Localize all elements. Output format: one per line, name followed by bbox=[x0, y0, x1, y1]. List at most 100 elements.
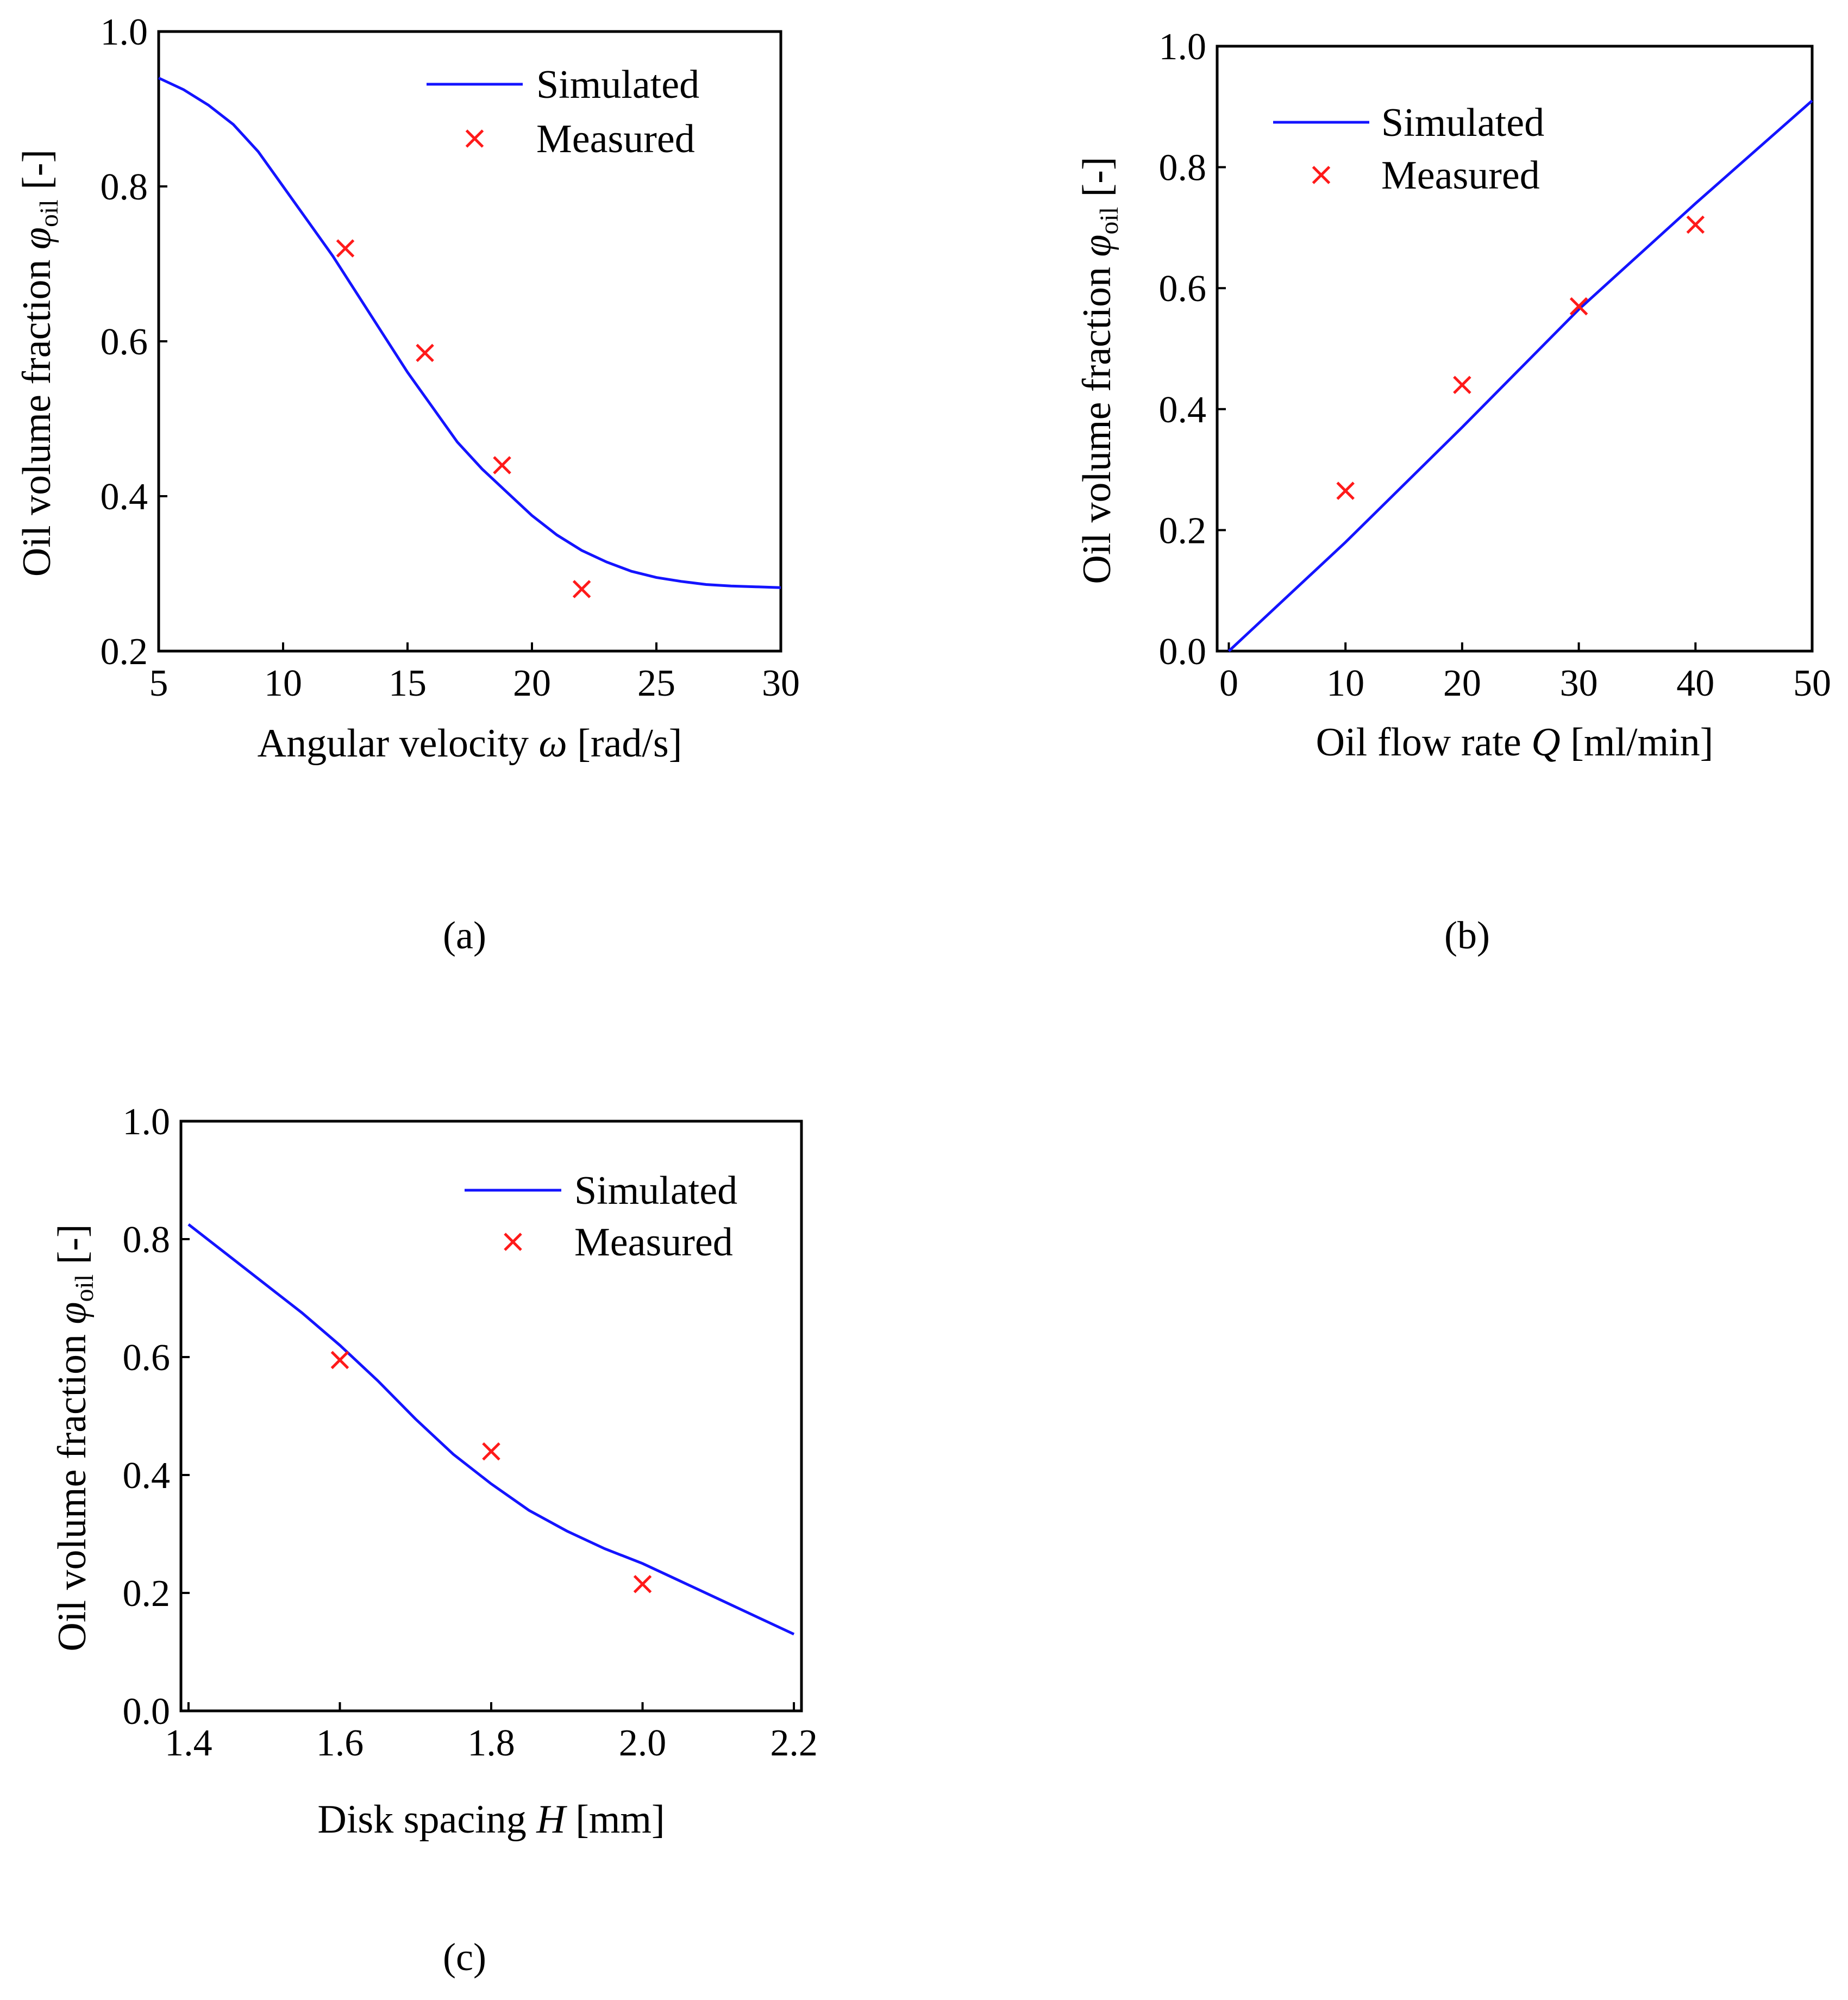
measured-point-stroke-2 bbox=[633, 1574, 652, 1593]
measured-point-stroke-2 bbox=[1686, 215, 1705, 234]
measured-point bbox=[1569, 297, 1588, 316]
y-tick-label: 0.0 bbox=[1159, 631, 1207, 673]
simulated-line bbox=[158, 77, 781, 589]
x-tick-label: 10 bbox=[264, 662, 302, 704]
measured-point bbox=[1453, 376, 1471, 395]
panel-caption: (a) bbox=[443, 914, 486, 957]
measured-point-stroke-2 bbox=[493, 456, 511, 474]
measured-point-stroke-2 bbox=[416, 343, 434, 362]
x-tick-label: 30 bbox=[1560, 662, 1598, 704]
y-tick-label: 1.0 bbox=[1159, 26, 1207, 68]
x-tick-label: 10 bbox=[1326, 662, 1364, 704]
x-tick-label: 40 bbox=[1676, 662, 1714, 704]
legend-simulated-label: Simulated bbox=[1381, 101, 1544, 145]
y-axis-title-subscript: oil bbox=[1095, 207, 1124, 235]
y-tick-label: 0.6 bbox=[1159, 268, 1207, 310]
y-axis-title-variable: φ bbox=[1075, 235, 1119, 257]
measured-point bbox=[1336, 482, 1355, 500]
simulated-line bbox=[187, 1223, 795, 1636]
measured-point-stroke-2 bbox=[1336, 482, 1355, 500]
legend: Simulated Measured bbox=[465, 1168, 737, 1265]
y-axis-title: Oil volume fraction φoil [-] bbox=[50, 1224, 99, 1651]
y-tick-label: 0.8 bbox=[1159, 147, 1207, 189]
legend-simulated-label: Simulated bbox=[574, 1168, 737, 1213]
y-tick-label: 0.6 bbox=[101, 321, 148, 363]
y-axis-title-subscript: oil bbox=[70, 1274, 99, 1302]
measured-point bbox=[416, 343, 434, 362]
legend: Simulated Measured bbox=[427, 62, 699, 161]
x-axis-title: Disk spacing H [mm] bbox=[317, 1797, 665, 1842]
y-tick-label: 0.8 bbox=[101, 166, 148, 208]
x-tick-label: 5 bbox=[149, 662, 168, 704]
measured-point bbox=[482, 1442, 500, 1461]
x-tick-label: 1.8 bbox=[467, 1722, 515, 1764]
y-tick-label: 0.2 bbox=[123, 1573, 171, 1615]
panel-caption: (c) bbox=[443, 1935, 486, 1979]
measured-point bbox=[1686, 215, 1705, 234]
y-axis-title-unit: [-] bbox=[15, 149, 59, 199]
x-tick-label: 2.2 bbox=[770, 1722, 818, 1764]
y-axis-title-text: Oil volume fraction bbox=[1075, 257, 1119, 584]
x-tick-label: 0 bbox=[1219, 662, 1238, 704]
y-axis-title-unit: [-] bbox=[1075, 157, 1119, 207]
simulated-line bbox=[1227, 99, 1813, 652]
x-axis-title-variable: ω bbox=[538, 721, 567, 766]
y-tick-label: 0.0 bbox=[123, 1691, 171, 1733]
x-axis-title-variable: Q bbox=[1531, 720, 1560, 765]
measured-point bbox=[633, 1574, 652, 1593]
chart-b: 0 10 20 30 40 50 0.0 0.2 0.4 0.6 0.8 1.0 Oil flow ra… bbox=[1075, 26, 1831, 957]
measured-point-stroke-2 bbox=[336, 239, 355, 258]
x-tick-label: 25 bbox=[637, 662, 675, 704]
legend-simulated-label: Simulated bbox=[536, 62, 699, 107]
x-axis-title-variable: H bbox=[536, 1797, 567, 1842]
x-axis-title: Oil flow rate Q [ml/min] bbox=[1316, 720, 1714, 765]
x-tick-label: 30 bbox=[762, 662, 800, 704]
y-axis-title: Oil volume fraction φoil [-] bbox=[1075, 157, 1124, 584]
y-tick-label: 1.0 bbox=[101, 11, 148, 53]
y-tick-label: 0.4 bbox=[101, 476, 148, 518]
legend-measured-label: Measured bbox=[1381, 153, 1540, 198]
x-tick-label: 20 bbox=[513, 662, 551, 704]
legend-measured-swatch-stroke-2 bbox=[465, 129, 484, 148]
y-axis-title: Oil volume fraction φoil [-] bbox=[15, 149, 64, 577]
x-axis-title-text: Oil flow rate bbox=[1316, 720, 1532, 765]
x-axis-title-text: Disk spacing bbox=[317, 1797, 536, 1842]
chart-c: 1.4 1.6 1.8 2.0 2.2 0.0 0.2 0.4 0.6 0.8 1.0 Disk sp… bbox=[50, 1101, 818, 1979]
legend-measured-swatch bbox=[1312, 166, 1331, 184]
x-axis-title-text: Angular velocity bbox=[258, 721, 539, 766]
legend-measured-swatch-stroke-2 bbox=[1312, 166, 1331, 184]
y-axis-title-variable: φ bbox=[50, 1302, 95, 1324]
measured-point bbox=[330, 1351, 349, 1370]
legend-measured-swatch bbox=[465, 129, 484, 148]
measured-point-stroke-2 bbox=[330, 1351, 349, 1370]
y-tick-label: 0.8 bbox=[123, 1219, 171, 1261]
x-tick-label: 1.6 bbox=[316, 1722, 364, 1764]
x-tick-label: 50 bbox=[1793, 662, 1831, 704]
plot-frame bbox=[1216, 45, 1814, 653]
panel-caption: (b) bbox=[1444, 914, 1490, 957]
measured-point-stroke-2 bbox=[1453, 376, 1471, 395]
x-axis-title-unit: [ml/min] bbox=[1561, 720, 1714, 765]
measured-point bbox=[572, 580, 591, 598]
x-tick-label: 2.0 bbox=[619, 1722, 667, 1764]
y-tick-label: 1.0 bbox=[123, 1101, 171, 1143]
y-tick-label: 0.2 bbox=[1159, 510, 1207, 552]
y-tick-label: 0.2 bbox=[101, 631, 148, 673]
legend-measured-swatch bbox=[504, 1233, 522, 1251]
measured-point bbox=[493, 456, 511, 474]
legend-measured-label: Measured bbox=[536, 117, 695, 161]
measured-point-stroke-2 bbox=[482, 1442, 500, 1461]
x-axis-title-unit: [mm] bbox=[566, 1797, 665, 1842]
y-axis-title-variable: φ bbox=[15, 227, 59, 249]
x-axis-title: Angular velocity ω [rad/s] bbox=[258, 721, 682, 766]
measured-point bbox=[336, 239, 355, 258]
measured-point-stroke-2 bbox=[572, 580, 591, 598]
x-tick-label: 20 bbox=[1443, 662, 1481, 704]
y-tick-label: 0.4 bbox=[123, 1455, 171, 1497]
y-axis-title-unit: [-] bbox=[50, 1224, 95, 1274]
y-axis-title-text: Oil volume fraction bbox=[50, 1324, 95, 1651]
y-tick-label: 0.4 bbox=[1159, 389, 1207, 431]
measured-point-stroke-2 bbox=[1569, 297, 1588, 316]
